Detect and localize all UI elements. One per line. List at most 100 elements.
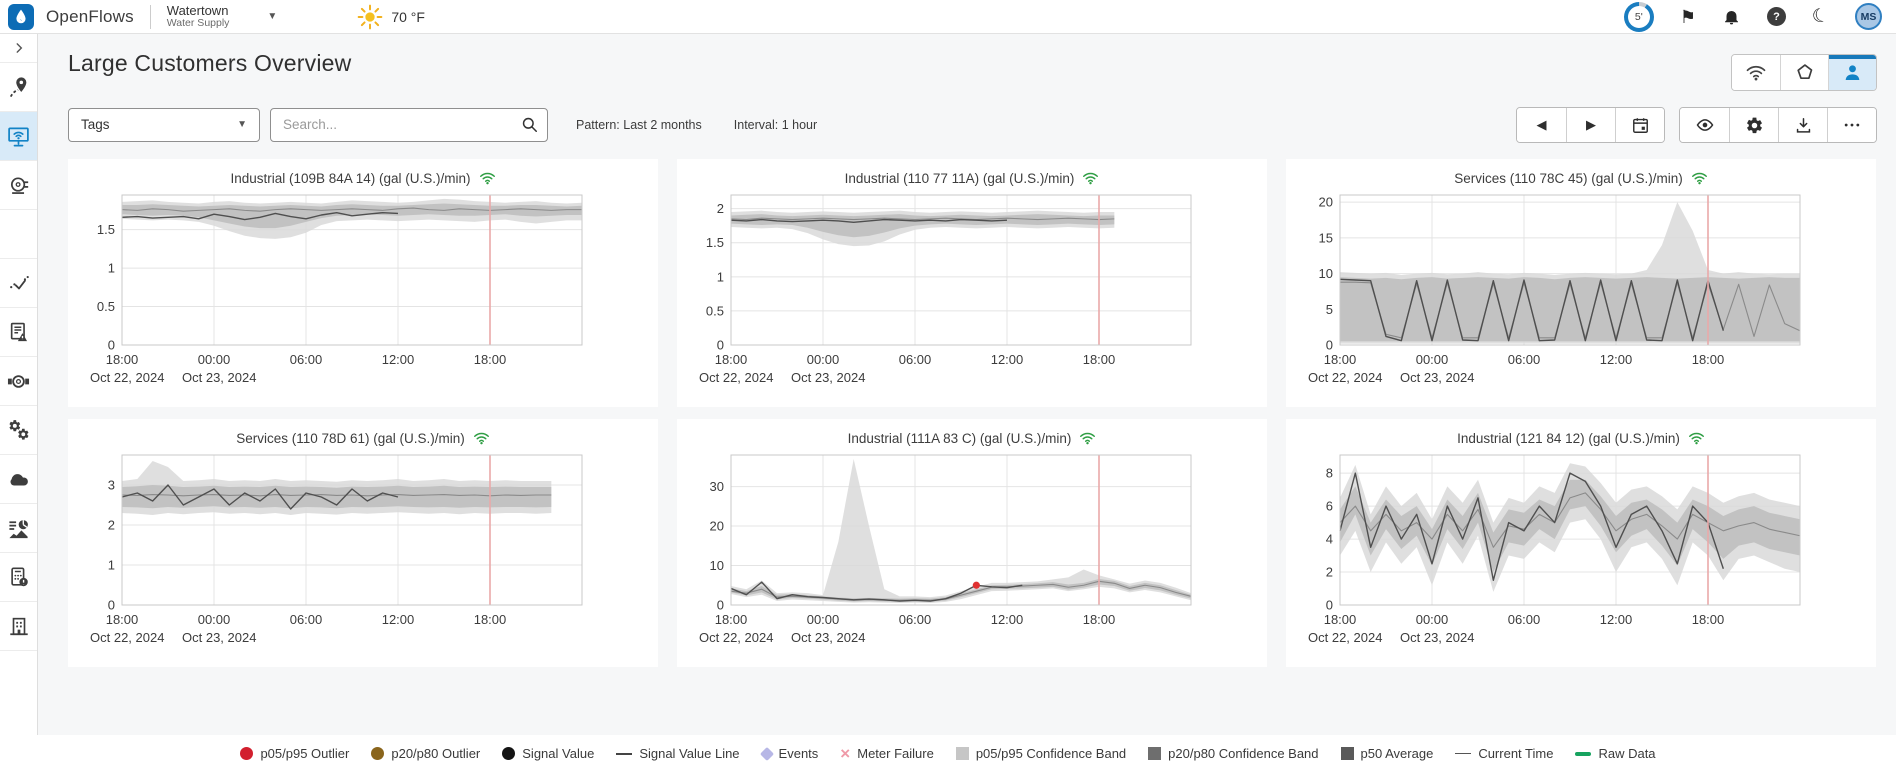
chart-actions-group [1679,107,1877,143]
svg-text:18:00: 18:00 [106,612,139,627]
svg-text:5: 5 [1326,302,1333,317]
legend-item[interactable]: p20/p80 Outlier [371,746,480,761]
svg-text:2: 2 [717,201,724,216]
user-avatar[interactable]: MS [1855,3,1882,30]
chart-title: Industrial (109B 84A 14) (gal (U.S.)/min… [68,166,658,190]
chart-card-1: Industrial (109B 84A 14) (gal (U.S.)/min… [68,159,658,407]
sidebar-item-cloud[interactable] [0,455,37,504]
search-input[interactable] [283,117,520,132]
meter-failure-cross-icon: × [840,744,851,763]
svg-text:0: 0 [717,338,724,353]
wifi-signal-icon [1080,432,1096,445]
legend-item[interactable]: p50 Average [1340,746,1433,761]
sidebar-item-report-alerts[interactable] [0,308,37,357]
sidebar [0,34,38,772]
visibility-button[interactable] [1680,108,1729,142]
charts-grid: Industrial (109B 84A 14) (gal (U.S.)/min… [68,159,1896,667]
monitor-wifi-icon [8,126,29,146]
legend-item[interactable]: Current Time [1455,746,1553,761]
svg-text:06:00: 06:00 [1508,612,1541,627]
svg-text:0: 0 [717,598,724,613]
sidebar-expand-button[interactable] [0,34,37,63]
pentagon-icon [1797,64,1813,80]
svg-text:10: 10 [710,558,724,573]
settings-button[interactable] [1729,108,1778,142]
search-icon[interactable] [520,115,539,134]
sun-icon [357,4,383,29]
chart-plot[interactable]: 0 5 10 15 20 18:00 Oct 22, 2024 00:00 Oct 23, 20… [1300,190,1825,388]
svg-text:18:00: 18:00 [1083,352,1116,367]
wifi-signal-icon [473,432,489,445]
svg-text:18:00: 18:00 [106,352,139,367]
svg-text:Oct 23, 2024: Oct 23, 2024 [1400,370,1474,385]
analytics-pie-icon [9,519,28,538]
sidebar-item-calculator[interactable] [0,553,37,602]
svg-text:1.5: 1.5 [706,235,724,250]
legend-item[interactable]: p05/p95 Outlier [240,746,349,761]
next-period-button[interactable]: ▶ [1566,108,1615,142]
help-icon[interactable]: ? [1766,7,1786,26]
sidebar-item-facility[interactable] [0,602,37,651]
tags-dropdown[interactable]: Tags ▼ [68,107,260,142]
chart-title: Industrial (111A 83 C) (gal (U.S.)/min) [677,426,1267,450]
legend-item[interactable]: Signal Value [502,746,594,761]
legend-item[interactable]: p05/p95 Confidence Band [955,746,1126,761]
legend-label: p20/p80 Outlier [391,746,481,761]
svg-text:1: 1 [108,261,115,276]
sidebar-item-trends-validation[interactable] [0,259,37,308]
legend-item[interactable]: Events [759,746,818,761]
chart-title: Industrial (121 84 12) (gal (U.S.)/min) [1286,426,1876,450]
chart-legend: p05/p95 Outlier p20/p80 Outlier Signal Val… [0,735,1896,772]
top-bar: OpenFlows Watertown Water Supply ▼ 70 °F… [0,0,1896,34]
sidebar-item-settings[interactable] [0,406,37,455]
svg-text:0: 0 [1326,338,1333,353]
svg-text:Oct 23, 2024: Oct 23, 2024 [791,630,865,645]
view-zones-button[interactable] [1780,55,1828,90]
svg-text:12:00: 12:00 [991,612,1024,627]
svg-text:Oct 22, 2024: Oct 22, 2024 [699,370,773,385]
dark-mode-moon-icon[interactable]: ☾ [1809,4,1832,29]
sidebar-item-map-explorer[interactable] [0,63,37,112]
legend-item[interactable]: Signal Value Line [616,746,740,761]
svg-text:15: 15 [1319,230,1333,245]
sidebar-item-pumps[interactable] [0,161,37,210]
view-customers-button[interactable] [1828,55,1876,90]
svg-text:06:00: 06:00 [290,352,323,367]
legend-marker-line [616,752,633,755]
temperature-label: 70 °F [391,8,425,25]
chart-plot[interactable]: 0 0.5 1 1.5 18:00 Oct 22, 2024 00:00 Oct 23, 20… [82,190,607,388]
chart-plot[interactable]: 0 0.5 1 1.5 2 18:00 Oct 22, 2024 00:00 Oct 23, 2… [691,190,1216,388]
wifi-icon [1746,65,1766,81]
more-options-button[interactable] [1827,108,1876,142]
svg-text:06:00: 06:00 [899,612,932,627]
previous-period-button[interactable]: ◀ [1517,108,1566,142]
legend-item[interactable]: × Meter Failure [840,744,934,763]
legend-item[interactable]: Raw Data [1575,746,1656,761]
notifications-bell-icon[interactable] [1722,7,1741,26]
svg-text:4: 4 [1326,532,1333,547]
download-button[interactable] [1778,108,1827,142]
sidebar-item-analytics[interactable] [0,504,37,553]
chart-card-6: Industrial (121 84 12) (gal (U.S.)/min) 0… [1286,419,1876,667]
chart-plot[interactable]: 0 2 4 6 8 18:00 Oct 22, 2024 00:00 Oct 23, 2024 0… [1300,450,1825,648]
svg-text:12:00: 12:00 [1600,352,1633,367]
site-switcher[interactable]: Watertown Water Supply ▼ [167,4,278,29]
svg-text:0.5: 0.5 [706,303,724,318]
flag-icon[interactable]: ⚑ [1679,6,1696,27]
refresh-timer[interactable]: 5' [1623,1,1654,32]
svg-text:06:00: 06:00 [899,352,932,367]
download-icon [1796,117,1810,133]
sidebar-item-meters[interactable] [0,357,37,406]
calendar-button[interactable] [1615,108,1664,142]
legend-item[interactable]: p20/p80 Confidence Band [1148,746,1319,761]
outlier-point[interactable] [972,581,980,589]
svg-text:18:00: 18:00 [1083,612,1116,627]
refresh-timer-label: 5' [1627,5,1650,28]
person-icon [1845,65,1860,80]
chart-plot[interactable]: 0 1 2 3 18:00 Oct 22, 2024 00:00 Oct 23, 2024 06… [82,450,607,648]
openflows-logo[interactable] [8,3,34,30]
header-divider [149,4,151,29]
sidebar-item-network-monitoring[interactable] [0,112,37,161]
chart-plot[interactable]: 0 10 20 30 18:00 Oct 22, 2024 00:00 Oct 23, 202… [691,450,1216,648]
view-network-button[interactable] [1732,55,1780,90]
